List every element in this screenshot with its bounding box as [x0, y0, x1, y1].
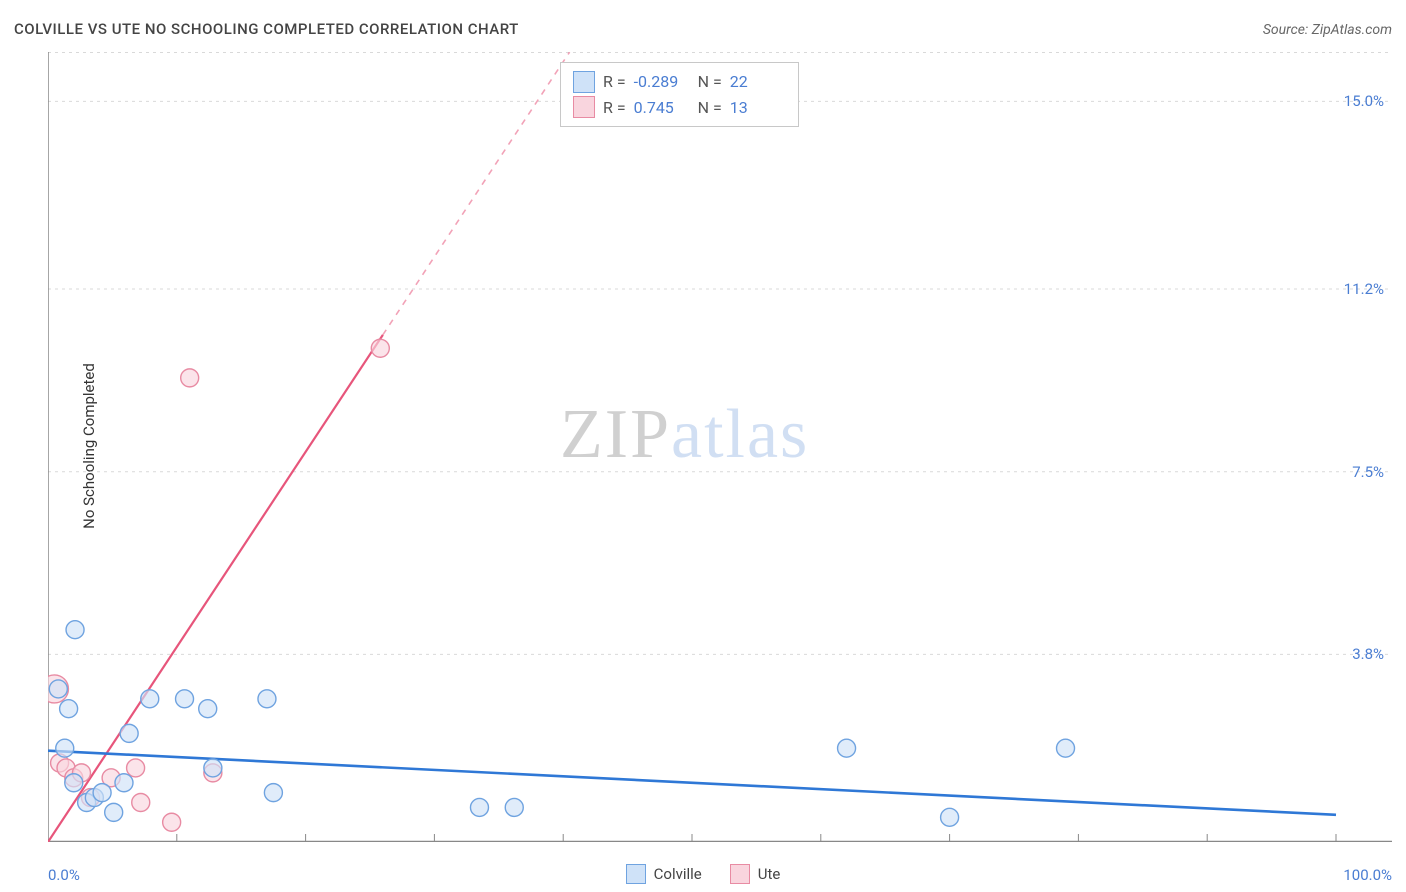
data-point: [1057, 739, 1075, 757]
data-point: [93, 784, 111, 802]
series-swatch: [573, 71, 595, 93]
y-tick-label: 7.5%: [1352, 463, 1384, 481]
legend-label: Ute: [758, 865, 781, 883]
stat-n-label: N =: [698, 69, 722, 95]
data-point: [181, 369, 199, 387]
data-point: [505, 798, 523, 816]
chart-source: Source: ZipAtlas.com: [1263, 22, 1392, 38]
data-point: [258, 690, 276, 708]
correlation-stats-box: R = -0.289 N = 22 R = 0.745 N = 13: [560, 62, 799, 127]
data-point: [163, 813, 181, 831]
series-swatch: [573, 96, 595, 118]
stat-r-label: R =: [603, 95, 626, 121]
y-tick-label: 11.2%: [1344, 280, 1384, 298]
stats-row: R = 0.745 N = 13: [573, 95, 786, 121]
data-point: [204, 759, 222, 777]
stats-row: R = -0.289 N = 22: [573, 69, 786, 95]
legend-item: Ute: [730, 864, 781, 884]
chart-legend: Colville Ute: [0, 864, 1406, 884]
data-point: [141, 690, 159, 708]
source-prefix: Source:: [1263, 22, 1312, 38]
data-point: [49, 680, 67, 698]
chart-header: COLVILLE VS UTE NO SCHOOLING COMPLETED C…: [14, 20, 1392, 38]
source-name: ZipAtlas.com: [1312, 22, 1392, 38]
stat-n-value: 13: [730, 95, 786, 121]
data-point: [105, 803, 123, 821]
y-tick-label: 3.8%: [1352, 645, 1384, 663]
stat-r-value: 0.745: [634, 95, 690, 121]
stat-r-label: R =: [603, 69, 626, 95]
data-point: [199, 700, 217, 718]
legend-swatch: [730, 864, 750, 884]
stat-r-value: -0.289: [634, 69, 690, 95]
data-point: [176, 690, 194, 708]
chart-title: COLVILLE VS UTE NO SCHOOLING COMPLETED C…: [14, 20, 519, 38]
data-point: [132, 794, 150, 812]
data-point: [66, 621, 84, 639]
data-point: [127, 759, 145, 777]
y-tick-label: 15.0%: [1344, 92, 1384, 110]
legend-label: Colville: [654, 865, 702, 883]
data-point: [120, 724, 138, 742]
data-point: [115, 774, 133, 792]
stat-n-label: N =: [698, 95, 722, 121]
legend-swatch: [626, 864, 646, 884]
scatter-chart: [48, 52, 1392, 842]
legend-item: Colville: [626, 864, 702, 884]
data-point: [470, 798, 488, 816]
data-point: [371, 339, 389, 357]
data-point: [56, 739, 74, 757]
data-point: [264, 784, 282, 802]
data-point: [65, 774, 83, 792]
plot-area: [48, 52, 1392, 842]
data-point: [838, 739, 856, 757]
data-point: [60, 700, 78, 718]
stat-n-value: 22: [730, 69, 786, 95]
data-point: [941, 808, 959, 826]
